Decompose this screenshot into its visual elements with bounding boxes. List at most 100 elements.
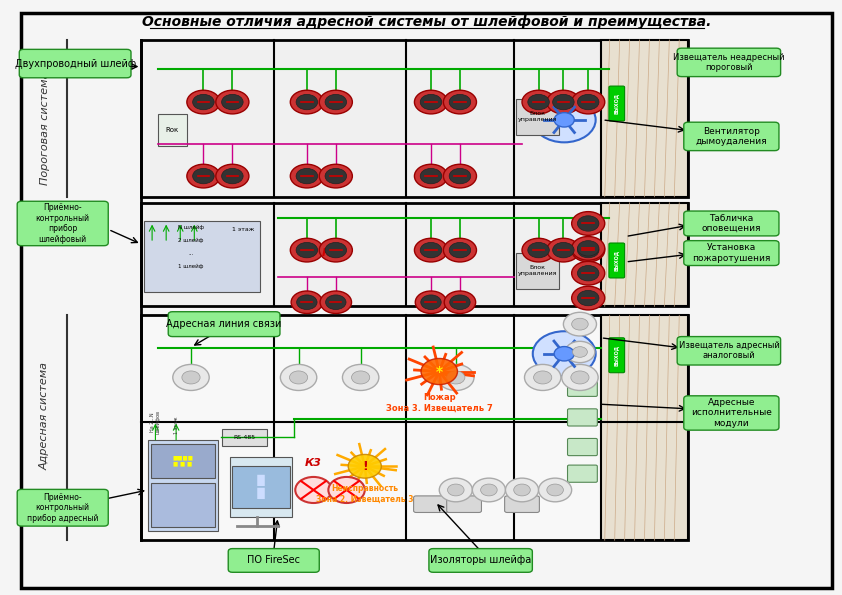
FancyBboxPatch shape xyxy=(684,122,779,151)
Circle shape xyxy=(221,95,243,109)
Text: Блок
управления: Блок управления xyxy=(518,265,557,276)
FancyBboxPatch shape xyxy=(168,312,280,337)
Circle shape xyxy=(438,364,474,390)
Circle shape xyxy=(173,364,209,390)
Text: Табличка
оповещения: Табличка оповещения xyxy=(701,214,761,233)
FancyBboxPatch shape xyxy=(504,496,540,512)
Text: Адресная линия связи: Адресная линия связи xyxy=(167,319,282,329)
FancyBboxPatch shape xyxy=(19,49,131,78)
Text: Изоляторы шлейфа: Изоляторы шлейфа xyxy=(430,556,531,565)
Text: ...: ... xyxy=(189,251,194,256)
FancyBboxPatch shape xyxy=(141,315,688,540)
Circle shape xyxy=(450,295,470,309)
Circle shape xyxy=(182,371,200,384)
Circle shape xyxy=(221,168,243,184)
Circle shape xyxy=(573,347,588,358)
Circle shape xyxy=(578,290,599,306)
FancyBboxPatch shape xyxy=(148,440,218,531)
Circle shape xyxy=(187,164,220,188)
Circle shape xyxy=(421,359,457,384)
Circle shape xyxy=(449,242,471,258)
FancyBboxPatch shape xyxy=(17,489,109,526)
FancyBboxPatch shape xyxy=(141,203,688,306)
Text: Rок: Rок xyxy=(166,127,179,133)
Circle shape xyxy=(421,295,441,309)
FancyBboxPatch shape xyxy=(158,114,187,146)
Circle shape xyxy=(326,295,346,309)
Circle shape xyxy=(572,261,605,285)
FancyBboxPatch shape xyxy=(600,315,688,540)
Circle shape xyxy=(572,318,589,330)
FancyBboxPatch shape xyxy=(600,40,688,197)
Circle shape xyxy=(349,455,381,478)
FancyBboxPatch shape xyxy=(516,99,559,134)
Text: 1 этаж: 1 этаж xyxy=(173,416,179,434)
Text: Пороговая система: Пороговая система xyxy=(40,72,50,186)
Circle shape xyxy=(552,95,574,109)
FancyBboxPatch shape xyxy=(230,458,292,516)
Text: Приёмно-
контрольный
прибор адресный: Приёмно- контрольный прибор адресный xyxy=(27,493,99,522)
Circle shape xyxy=(325,168,347,184)
FancyBboxPatch shape xyxy=(684,396,779,430)
Circle shape xyxy=(296,295,317,309)
FancyBboxPatch shape xyxy=(221,429,267,446)
Circle shape xyxy=(328,477,365,503)
FancyBboxPatch shape xyxy=(568,409,597,426)
FancyBboxPatch shape xyxy=(152,444,215,478)
Circle shape xyxy=(444,90,477,114)
Circle shape xyxy=(352,371,370,384)
Circle shape xyxy=(572,286,605,310)
FancyBboxPatch shape xyxy=(684,240,779,265)
FancyBboxPatch shape xyxy=(609,338,625,372)
Text: Основные отличия адресной системы от шлейфовой и преимущества.: Основные отличия адресной системы от шле… xyxy=(142,15,711,29)
Circle shape xyxy=(572,236,605,260)
Circle shape xyxy=(296,168,317,184)
Circle shape xyxy=(449,168,471,184)
Text: 2 шлейф: 2 шлейф xyxy=(179,238,204,243)
Circle shape xyxy=(546,238,580,262)
Text: На 2...N
шлейфов: На 2...N шлейфов xyxy=(150,410,161,434)
Circle shape xyxy=(325,95,347,109)
Circle shape xyxy=(572,238,605,262)
Circle shape xyxy=(280,364,317,390)
Text: ▐▌
▐▌: ▐▌ ▐▌ xyxy=(253,475,269,499)
Circle shape xyxy=(193,168,214,184)
Circle shape xyxy=(420,95,442,109)
Circle shape xyxy=(448,484,464,496)
FancyBboxPatch shape xyxy=(447,496,482,512)
Circle shape xyxy=(525,364,561,390)
Circle shape xyxy=(440,478,472,502)
Circle shape xyxy=(216,90,249,114)
Circle shape xyxy=(481,484,497,496)
Circle shape xyxy=(578,216,599,231)
Text: Установка
пожаротушения: Установка пожаротушения xyxy=(692,243,770,263)
Circle shape xyxy=(296,242,317,258)
Circle shape xyxy=(325,242,347,258)
Text: 1 шлейф: 1 шлейф xyxy=(179,264,204,270)
Circle shape xyxy=(572,212,605,235)
Circle shape xyxy=(578,265,599,281)
Circle shape xyxy=(216,164,249,188)
Circle shape xyxy=(528,242,549,258)
Circle shape xyxy=(319,164,352,188)
Circle shape xyxy=(291,291,322,314)
FancyBboxPatch shape xyxy=(568,379,597,396)
FancyBboxPatch shape xyxy=(144,221,259,292)
Circle shape xyxy=(522,90,555,114)
FancyBboxPatch shape xyxy=(516,253,559,289)
Circle shape xyxy=(578,242,599,258)
Circle shape xyxy=(546,484,563,496)
Circle shape xyxy=(514,484,530,496)
FancyBboxPatch shape xyxy=(17,201,109,246)
Circle shape xyxy=(546,90,580,114)
FancyBboxPatch shape xyxy=(429,549,532,572)
FancyBboxPatch shape xyxy=(677,48,781,77)
Text: Извещатель адресный
аналоговый: Извещатель адресный аналоговый xyxy=(679,341,779,361)
Text: ВЫХОД: ВЫХОД xyxy=(614,250,620,271)
FancyBboxPatch shape xyxy=(609,86,625,121)
Text: ВЫХОД: ВЫХОД xyxy=(614,345,620,366)
Circle shape xyxy=(522,238,555,262)
Text: К3: К3 xyxy=(305,458,322,468)
Text: Вентилятор
дымоудаления: Вентилятор дымоудаления xyxy=(695,127,767,146)
FancyBboxPatch shape xyxy=(232,466,290,508)
